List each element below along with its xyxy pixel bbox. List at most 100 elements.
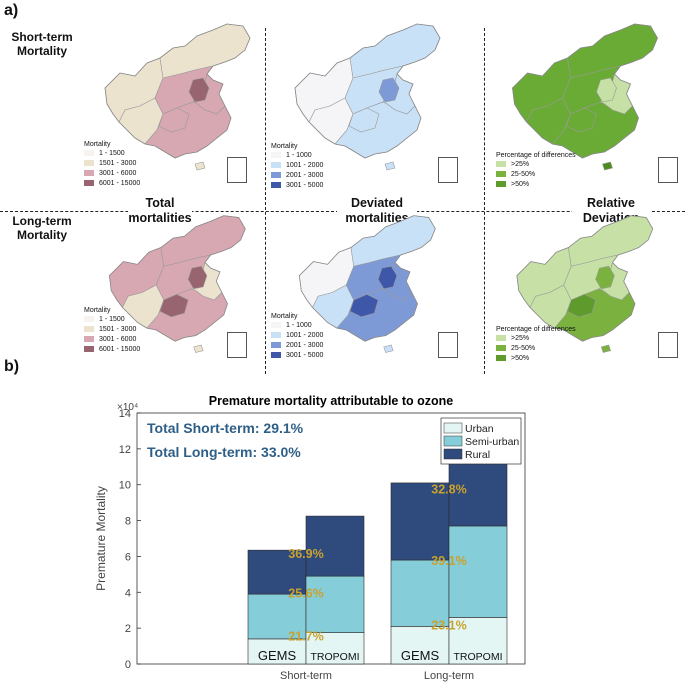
legend-swatch [271, 172, 281, 178]
legend-item: 3001 - 6000 [84, 168, 140, 178]
col-title-deviated: Deviated mortalities [337, 196, 417, 226]
map-region-sichuan [159, 294, 189, 318]
bar-segment-urban [305, 632, 365, 665]
legend-item: 25-50% [496, 343, 576, 353]
y-tick-label: 8 [125, 516, 131, 528]
legend-label: 2001 - 3000 [286, 171, 324, 179]
y-tick-label: 12 [119, 444, 131, 456]
legend-swatch [443, 448, 463, 460]
legend-label: 1 - 1000 [286, 151, 312, 159]
legend-item: 6001 - 15000 [84, 344, 140, 354]
percent-label: 25.6% [288, 586, 323, 600]
bar-source-label: GEMS [401, 648, 440, 663]
legend-item: 1 - 1500 [84, 148, 140, 158]
map-outline [298, 215, 436, 342]
legend-item: >50% [496, 179, 576, 189]
legend-label: >25% [511, 334, 530, 342]
percent-label: 23.1% [431, 619, 466, 633]
inset-map-box [227, 157, 247, 183]
legend-title: Percentage of differences [496, 326, 576, 333]
legend-label: Rural [465, 449, 490, 461]
legend-swatch [84, 170, 94, 176]
legend-item: >25% [496, 159, 576, 169]
legend-label: 2001 - 3000 [286, 341, 324, 349]
bar-segment-urban [448, 617, 508, 665]
map-region-core [377, 265, 398, 290]
legend-long-total: Mortality 1 - 1500 1501 - 3000 3001 - 6000 6… [84, 307, 140, 354]
legend-swatch [84, 346, 94, 352]
y-multiplier: ×10⁴ [117, 402, 138, 413]
legend-item: 6001 - 15000 [84, 178, 140, 188]
legend-swatch [271, 352, 281, 358]
legend-item: 25-50% [496, 169, 576, 179]
legend-title: Mortality [271, 143, 298, 150]
inset-map-box [438, 332, 458, 358]
legend-label: 1 - 1500 [99, 315, 125, 323]
legend-title: Percentage of differences [496, 152, 576, 159]
map-region-sichuan [348, 107, 380, 133]
legend-swatch [271, 332, 281, 338]
row-title-long-term: Long-term Mortality [12, 214, 72, 242]
percent-label: 21.7% [288, 629, 323, 643]
legend-label: >25% [511, 160, 530, 168]
legend-item: 3001 - 5000 [271, 180, 323, 190]
legend-swatch [84, 326, 94, 332]
legend-label: 1 - 1500 [99, 149, 125, 157]
bar-source-label: TROPOMI [311, 651, 360, 663]
y-tick-label: 4 [125, 587, 131, 599]
bar-segment-rural [247, 549, 307, 595]
bar-source-label: TROPOMI [454, 651, 503, 663]
legend-label: 6001 - 15000 [99, 179, 141, 187]
bar-segment-semi-urban [305, 575, 365, 633]
legend-swatch [496, 345, 506, 351]
legend-label: >50% [511, 180, 530, 188]
map-region-core [378, 77, 400, 103]
map-outline [108, 215, 246, 342]
col-title-total: Total mortalities [128, 196, 192, 226]
legend-label: 6001 - 15000 [99, 345, 141, 353]
legend-label: 1 - 1000 [286, 321, 312, 329]
bar-source-label: GEMS [258, 648, 297, 663]
map-outline [104, 23, 251, 159]
map-long-deviated [298, 215, 436, 353]
map-outline [516, 215, 654, 342]
map-region-hainan [194, 161, 206, 171]
panel-a-label: a) [4, 2, 19, 19]
legend-label: 3001 - 6000 [99, 169, 137, 177]
legend-swatch [496, 335, 506, 341]
legend-item: 1 - 1000 [271, 320, 323, 330]
legend-swatch [84, 180, 94, 186]
legend-label: 25-50% [511, 344, 536, 352]
legend-item: 1501 - 3000 [84, 158, 140, 168]
y-tick-label: 2 [125, 623, 131, 635]
legend-item: 2001 - 3000 [271, 170, 323, 180]
map-region-hainan [384, 161, 396, 171]
map-region-sichuan [567, 294, 596, 318]
y-axis-label: Premature Mortality [94, 486, 108, 591]
legend-label: Semi-urban [465, 436, 519, 448]
legend-swatch [84, 336, 94, 342]
legend-long-relative: Percentage of differences >25% 25-50% >50% [496, 326, 576, 363]
map-region-sichuan [566, 107, 597, 133]
y-tick-label: 6 [125, 551, 131, 563]
divider-vertical-1 [265, 28, 266, 374]
percent-label: 39.1% [431, 554, 466, 568]
map-outline [512, 23, 658, 159]
panel-b-label: b) [4, 358, 20, 375]
map-region-core [188, 77, 210, 103]
x-tick-label: Long-term [424, 670, 474, 682]
col-title-relative: Relative Deviation [572, 196, 650, 226]
bar-segment-rural [305, 515, 365, 577]
legend-swatch [271, 342, 281, 348]
chart-title: Premature mortality attributable to ozon… [209, 394, 454, 408]
y-tick-label: 0 [125, 659, 131, 671]
legend-item: 2001 - 3000 [271, 340, 323, 350]
legend-short-relative: Percentage of differences >25% 25-50% >50% [496, 152, 576, 189]
legend-title: Mortality [271, 313, 298, 320]
legend-label: 3001 - 5000 [286, 181, 324, 189]
y-tick-label: 10 [119, 480, 131, 492]
legend-item: 1501 - 3000 [84, 324, 140, 334]
inset-map-box [438, 157, 458, 183]
row-title-short-term: Short-term Mortality [11, 30, 73, 58]
map-region-core [596, 77, 617, 103]
